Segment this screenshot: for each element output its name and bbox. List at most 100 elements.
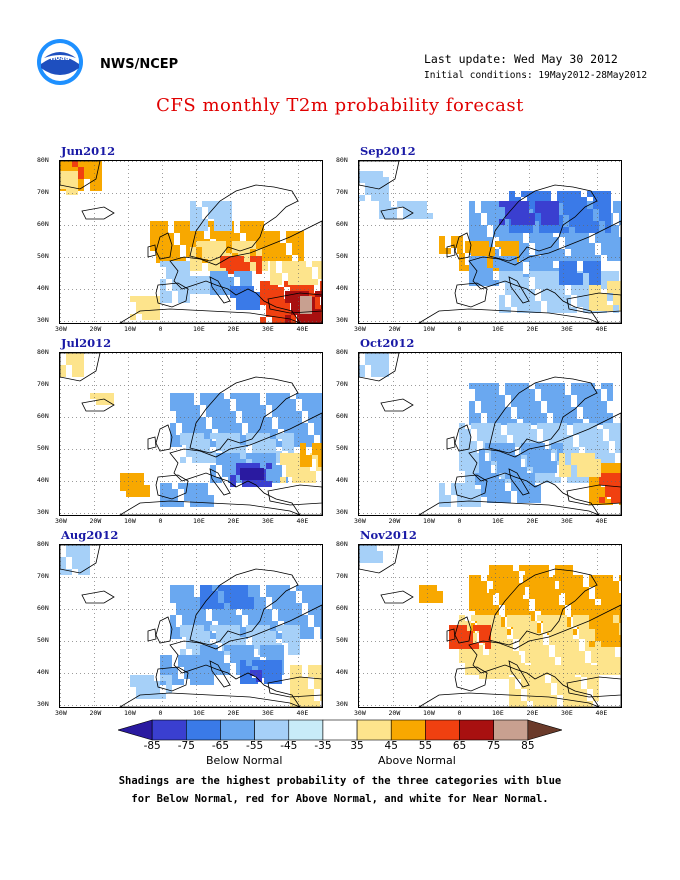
agency-name: NWS/NCEP [100,57,179,72]
map-panel-sep [358,160,622,324]
lat-label: 70N [336,380,348,388]
lon-label: 10W [423,517,435,525]
initial-conditions: Initial conditions: 19May2012-28May2012 [424,70,648,81]
colorbar-tick: 75 [487,740,501,752]
lon-label: 20W [388,325,401,333]
lat-label: 60N [37,412,49,420]
last-update: Last update: Wed May 30 2012 [424,52,618,66]
colorbar-swatch [151,719,187,741]
lon-label: 20E [227,709,240,717]
colorbar-swatch [459,719,494,741]
colorbar-swatch [322,719,358,741]
lat-label: 60N [37,604,49,612]
lon-label: 0 [158,325,163,333]
panel-title-oct: Oct2012 [360,336,415,350]
lon-label: 20E [227,325,240,333]
lat-label: 50N [37,444,49,452]
lon-label: 10E [492,517,504,525]
lon-label: 10W [124,325,136,333]
colorbar [118,719,562,741]
lon-label: 10E [193,709,205,717]
lat-label: 60N [336,604,348,612]
colorbar-tick: 55 [418,740,433,752]
panel-title-aug: Aug2012 [61,528,119,542]
lat-label: 80N [336,156,348,164]
lat-label: 80N [37,156,49,164]
panel-title-jun: Jun2012 [61,144,116,158]
lon-label: 30W [354,325,366,333]
lon-label: 30E [561,709,573,717]
map-panel-jul [59,352,323,516]
lat-label: 30N [37,508,49,516]
map-panel-jun [59,160,323,324]
lon-label: 0 [158,709,163,717]
lon-label: 10W [423,325,435,333]
below-normal-label: Below Normal [206,754,283,767]
colorbar-swatch [527,719,562,741]
note-line-1: Shadings are the highest probability of … [118,775,562,787]
lon-label: 10E [193,517,205,525]
lat-label: 30N [336,508,348,516]
lon-label: 20W [89,325,102,333]
lat-label: 80N [336,540,348,548]
lat-label: 40N [37,668,49,676]
lon-label: 0 [158,517,163,525]
lat-label: 30N [336,316,348,324]
lat-label: 50N [37,636,49,644]
lat-label: 60N [336,412,348,420]
lon-label: 10W [124,517,136,525]
lon-label: 40E [595,709,608,717]
lon-label: 30E [561,325,573,333]
lat-label: 60N [37,220,49,228]
lon-label: 30W [55,325,67,333]
noaa-logo-icon: noaa [37,39,83,85]
lon-label: 30E [262,325,274,333]
lon-label: 40E [296,325,309,333]
lon-label: 0 [457,709,462,717]
colorbar-swatch [356,719,392,741]
lon-label: 10E [193,325,205,333]
lon-label: 20E [526,517,539,525]
lat-label: 80N [336,348,348,356]
lon-label: 10E [492,709,504,717]
lon-label: 30W [354,709,366,717]
lat-label: 30N [37,316,49,324]
colorbar-tick: -65 [211,740,230,752]
page-title: CFS monthly T2m probability forecast [156,95,524,116]
colorbar-tick: 85 [521,740,535,752]
lon-label: 40E [595,517,608,525]
lon-label: 40E [296,517,309,525]
lat-label: 40N [336,284,348,292]
lon-label: 20W [388,709,401,717]
lat-label: 40N [37,476,49,484]
lat-label: 50N [37,252,49,260]
lon-label: 30W [354,517,366,525]
colorbar-swatch [118,719,153,741]
lon-label: 10W [423,709,435,717]
lat-label: 70N [336,572,348,580]
colorbar-tick: -85 [143,740,161,752]
colorbar-tick: 35 [350,740,364,752]
colorbar-tick: -35 [314,740,332,752]
colorbar-swatch [186,719,221,741]
colorbar-tick: -75 [177,740,195,752]
lon-label: 10E [492,325,504,333]
lat-label: 60N [336,220,348,228]
colorbar-swatch [220,719,255,741]
lat-label: 70N [37,572,49,580]
lat-label: 80N [37,540,49,548]
lon-label: 30E [561,517,573,525]
colorbar-swatch [390,719,426,741]
lon-label: 30W [55,709,67,717]
lat-label: 70N [37,188,49,196]
lon-label: 20E [227,517,240,525]
lat-label: 40N [336,668,348,676]
lat-label: 40N [336,476,348,484]
above-normal-label: Above Normal [378,754,456,767]
lon-label: 10W [124,709,136,717]
panel-title-nov: Nov2012 [360,528,417,542]
lon-label: 30W [55,517,67,525]
colorbar-tick: 65 [452,740,467,752]
colorbar-tick: 45 [384,740,398,752]
lat-label: 80N [37,348,49,356]
